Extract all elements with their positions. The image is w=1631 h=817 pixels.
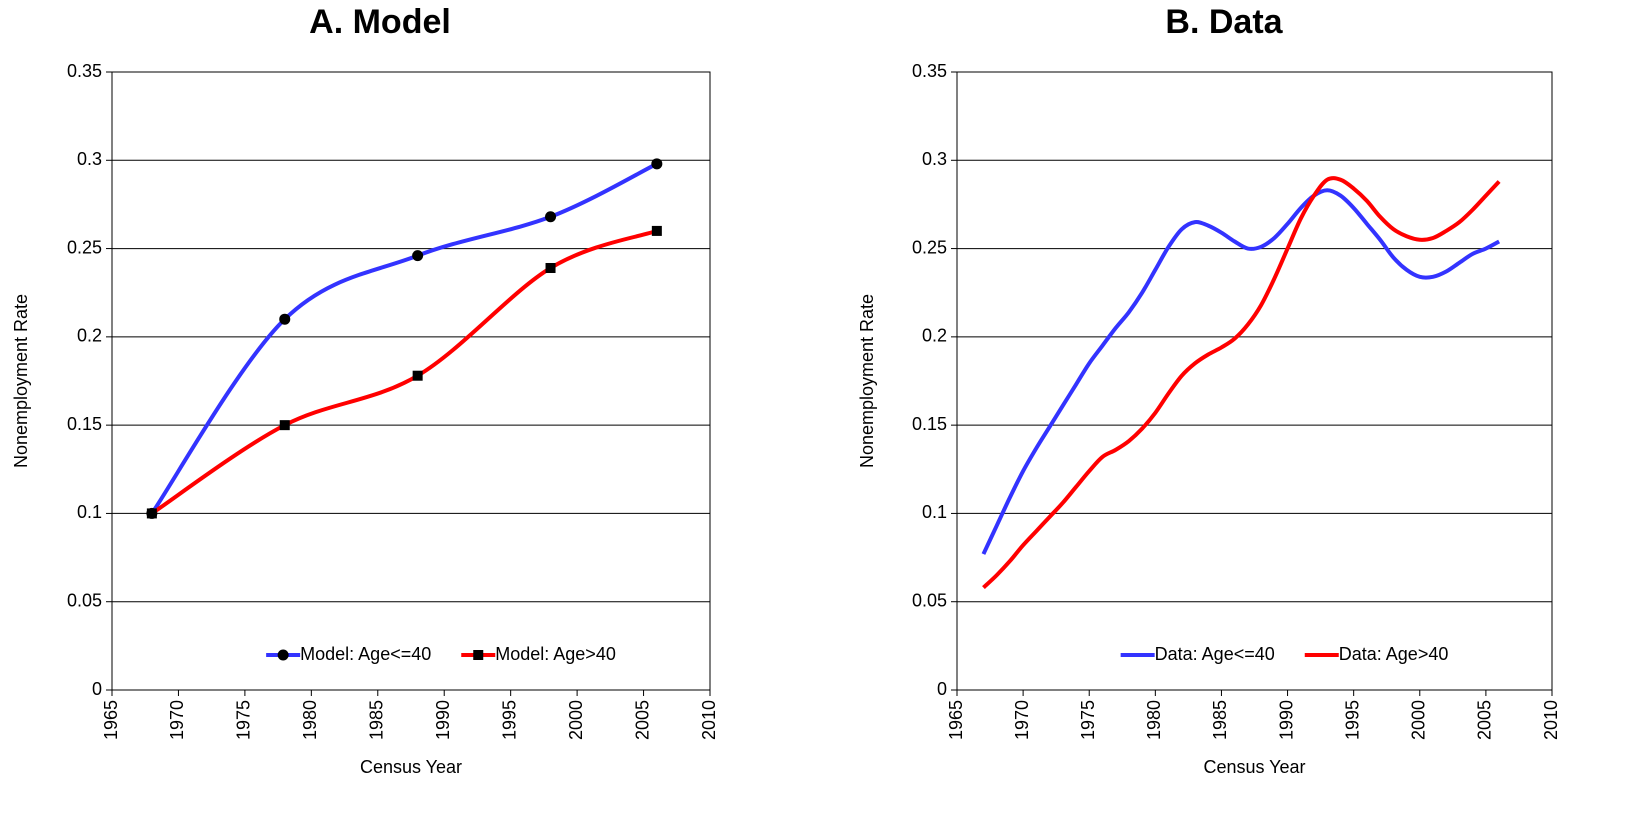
chart: B. Data 0 0.05 0.1 0.15 0.2 0.25 0.3 0.35 1965 197… (857, 3, 1561, 777)
y-tick-label: 0.35 (912, 61, 947, 81)
y-tick-label: 0.1 (77, 502, 102, 522)
x-tick-label: 1965 (101, 700, 121, 740)
y-tick-label: 0.15 (912, 414, 947, 434)
y-tick-label: 0.1 (922, 502, 947, 522)
legend-item: Model: Age>40 (461, 644, 616, 664)
legend-marker (473, 650, 484, 660)
legend: Data: Age<=40 Data: Age>40 (1120, 644, 1449, 664)
marker (545, 262, 556, 273)
y-tick-label: 0 (92, 679, 102, 699)
x-axis-label: Census Year (1203, 757, 1305, 777)
x-tick-label: 2005 (632, 700, 652, 740)
legend-label: Model: Age<=40 (300, 644, 431, 664)
series-line (150, 162, 658, 515)
marker (545, 211, 557, 223)
x-axis-label: Census Year (360, 757, 462, 777)
y-axis-label: Nonemployment Rate (11, 294, 31, 468)
y-tick-label: 0.05 (67, 590, 102, 610)
legend-label: Data: Age<=40 (1155, 644, 1275, 664)
y-tick-label: 0.2 (922, 326, 947, 346)
x-tick-label: 2010 (1541, 700, 1561, 740)
marker (279, 313, 291, 325)
x-tick-label: 1995 (1342, 700, 1362, 740)
legend-label: Model: Age>40 (495, 644, 616, 664)
legend-item: Model: Age<=40 (266, 644, 431, 664)
x-tick-label: 2000 (1409, 700, 1429, 740)
legend-item: Data: Age>40 (1304, 644, 1449, 664)
x-tick-label: 1970 (1012, 700, 1032, 740)
chart-title: A. Model (309, 3, 451, 41)
x-tick-label: 1995 (499, 700, 519, 740)
y-tick-label: 0.05 (912, 590, 947, 610)
x-tick-label: 2010 (699, 700, 719, 740)
legend-label: Data: Age>40 (1339, 644, 1449, 664)
x-tick-label: 1980 (1144, 700, 1164, 740)
y-tick-label: 0.3 (77, 149, 102, 169)
y-tick-label: 0.15 (67, 414, 102, 434)
x-tick-label: 1990 (433, 700, 453, 740)
x-tick-label: 1975 (1078, 700, 1098, 740)
chart: A. Model 0 0.05 0.1 0.15 0.2 0.25 0.3 0.35 1965 19… (11, 3, 719, 777)
x-tick-label: 1985 (1210, 700, 1230, 740)
marker (146, 508, 157, 519)
marker (651, 158, 663, 170)
marker (651, 225, 662, 236)
x-tick-label: 2005 (1475, 700, 1495, 740)
x-tick-label: 1975 (234, 700, 254, 740)
legend-item: Data: Age<=40 (1120, 644, 1275, 664)
marker (279, 420, 290, 431)
series-line (982, 176, 1501, 590)
x-tick-label: 1965 (946, 700, 966, 740)
marker (412, 250, 424, 262)
plot-frame (111, 71, 711, 691)
legend-marker (277, 649, 289, 661)
y-tick-label: 0.25 (67, 237, 102, 257)
x-tick-label: 1970 (167, 700, 187, 740)
x-tick-label: 1990 (1276, 700, 1296, 740)
legend: Model: Age<=40 Model: Age>40 (266, 644, 616, 664)
y-tick-label: 0.25 (912, 237, 947, 257)
x-tick-label: 1985 (367, 700, 387, 740)
y-tick-label: 0.3 (922, 149, 947, 169)
x-tick-label: 2000 (566, 700, 586, 740)
y-axis-label: Nonemployment Rate (857, 294, 877, 468)
y-tick-label: 0 (937, 679, 947, 699)
x-tick-label: 1980 (300, 700, 320, 740)
series-line (150, 229, 658, 516)
y-tick-label: 0.35 (67, 61, 102, 81)
chart-title: B. Data (1165, 3, 1283, 41)
series-line (981, 188, 1501, 555)
y-tick-label: 0.2 (77, 326, 102, 346)
marker (412, 370, 423, 381)
plot-frame (956, 71, 1553, 691)
